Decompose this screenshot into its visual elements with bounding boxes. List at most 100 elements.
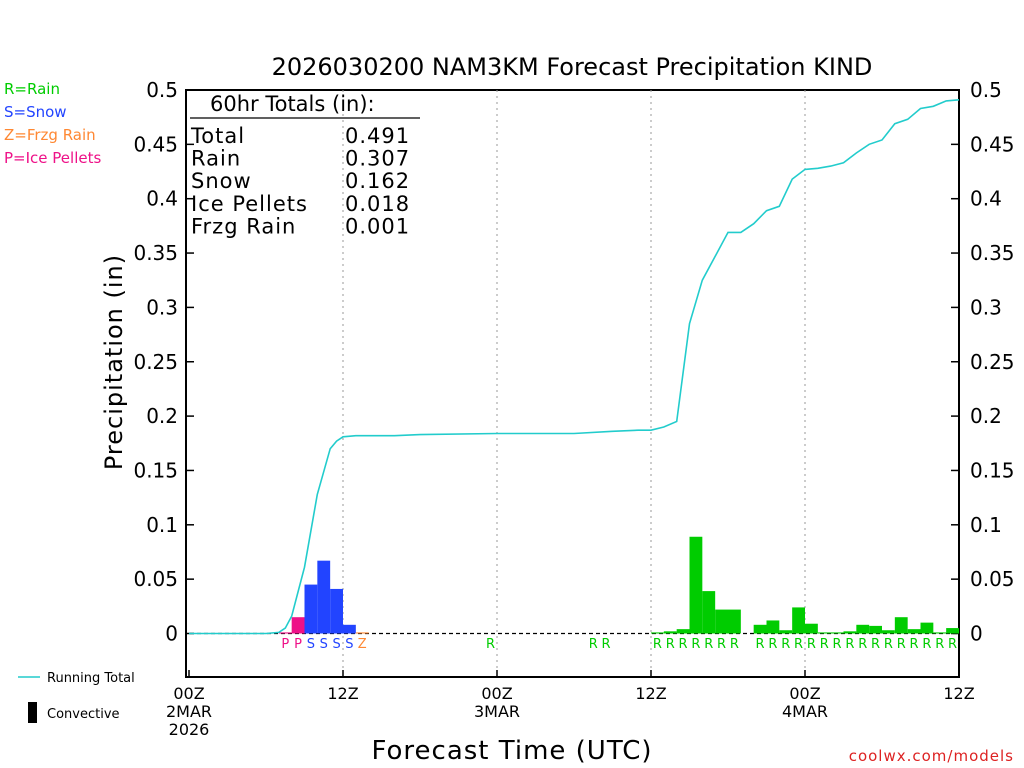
y-tick-label: 0.4 <box>970 187 1002 211</box>
totals-box: 60hr Totals (in): Total 0.491 Rain 0.307 Sno… <box>190 92 420 238</box>
precip-type-letter: R <box>768 637 777 652</box>
totals-label: Total <box>190 124 245 148</box>
precip-type-letter: R <box>884 637 893 652</box>
precip-bar <box>946 628 959 634</box>
precip-type-letter: R <box>858 637 867 652</box>
y-axis-title: Precipitation (in) <box>100 254 128 470</box>
precip-bar <box>843 631 857 634</box>
precip-bar <box>830 632 844 634</box>
precip-type-letter: R <box>820 637 829 652</box>
y-tick-label: 0.05 <box>133 567 178 591</box>
y-tick-label: 0.1 <box>970 513 1002 537</box>
vertical-gridlines <box>342 90 806 677</box>
y-tick-label: 0.5 <box>146 78 178 102</box>
precip-bar <box>676 629 690 634</box>
credit-text: coolwx.com/models <box>849 747 1014 765</box>
x-tick-label: 2MAR <box>166 702 212 721</box>
y-tick-label: 0.25 <box>133 350 178 374</box>
precip-type-letter: R <box>704 637 713 652</box>
legend-rain: R=Rain <box>4 80 60 98</box>
precip-type-letter: S <box>345 637 353 652</box>
precip-type-letter: R <box>833 637 842 652</box>
x-tick-label: 4MAR <box>782 702 828 721</box>
y-tick-label: 0.4 <box>146 187 178 211</box>
y-tick-label: 0.2 <box>970 404 1002 428</box>
totals-value: 0.018 <box>345 192 410 216</box>
precip-bar <box>330 588 343 634</box>
y-tick-label: 0.5 <box>970 78 1002 102</box>
precip-type-letter: R <box>679 637 688 652</box>
precip-bar <box>805 623 818 634</box>
y-tick-label: 0.45 <box>133 132 178 156</box>
y-tick-label: 0.2 <box>146 404 178 428</box>
y-tick-label: 0.35 <box>970 241 1015 265</box>
precip-bar <box>869 625 882 634</box>
precip-type-letter: R <box>871 637 880 652</box>
precip-type-letter: R <box>897 637 906 652</box>
y-tick-label: 0.15 <box>970 458 1015 482</box>
legend-freezing-rain: Z=Frzg Rain <box>4 126 96 144</box>
y-tick-label: 0.45 <box>970 132 1015 156</box>
y-tick-label: 0.05 <box>970 567 1015 591</box>
y-tick-label: 0.3 <box>970 295 1002 319</box>
totals-label: Ice Pellets <box>191 192 308 216</box>
x-tick-label: 00Z <box>789 684 820 703</box>
y-tick-label: 0.3 <box>146 295 178 319</box>
precip-type-letter: S <box>307 637 315 652</box>
precip-type-letter: R <box>717 637 726 652</box>
precip-type-letter: P <box>281 637 289 652</box>
x-tick-label: 3MAR <box>474 702 520 721</box>
precip-type-letter: R <box>807 637 816 652</box>
precip-type-letter: R <box>666 637 675 652</box>
x-tick-label: 00Z <box>481 684 512 703</box>
y-tick-label: 0 <box>970 622 983 646</box>
precip-bar <box>291 617 305 634</box>
precip-type-letter: Z <box>358 637 367 652</box>
precip-type-letter: R <box>653 637 662 652</box>
y-tick-label: 0.1 <box>146 513 178 537</box>
precip-bar <box>920 622 934 634</box>
precip-bar <box>817 632 831 634</box>
precip-bar <box>304 584 318 634</box>
precip-type-letter: R <box>589 637 598 652</box>
precip-bar <box>663 631 677 634</box>
precip-type-letter: R <box>730 637 739 652</box>
y-tick-label: 0.15 <box>133 458 178 482</box>
running-total-legend-label: Running Total <box>47 671 135 686</box>
totals-label: Snow <box>191 169 252 193</box>
precip-bar <box>792 607 805 634</box>
plot-frame <box>185 89 960 678</box>
precip-bar <box>882 630 895 634</box>
precip-type-letter: R <box>756 637 765 652</box>
precip-type-letter: R <box>910 637 919 652</box>
convective-legend-label: Convective <box>47 707 120 722</box>
precip-bar <box>702 591 716 634</box>
precip-bar <box>933 632 947 634</box>
precip-bar <box>753 624 767 634</box>
convective-legend-swatch <box>28 702 37 723</box>
precip-bar <box>343 624 356 634</box>
precip-bar <box>907 629 921 634</box>
running-total-line <box>189 99 960 635</box>
precip-bar <box>317 560 331 634</box>
legend-snow: S=Snow <box>4 103 67 121</box>
precip-type-letter: R <box>845 637 854 652</box>
totals-value: 0.001 <box>345 214 410 238</box>
precip-bar <box>779 630 793 634</box>
chart-title: 2026030200 NAM3KM Forecast Precipitation… <box>272 53 873 81</box>
precip-bar <box>894 617 908 634</box>
y-tick-label: 0 <box>165 622 178 646</box>
totals-value: 0.491 <box>345 124 410 148</box>
totals-heading: 60hr Totals (in): <box>210 92 375 116</box>
y-tick-label: 0.35 <box>133 241 178 265</box>
precip-bar <box>728 609 741 634</box>
precip-bar <box>715 609 728 634</box>
y-tick-label: 0.25 <box>970 350 1015 374</box>
precip-type-letter: R <box>794 637 803 652</box>
x-tick-label: 12Z <box>635 684 666 703</box>
x-tick-label: 12Z <box>327 684 358 703</box>
x-tick-label: 00Z <box>173 684 204 703</box>
